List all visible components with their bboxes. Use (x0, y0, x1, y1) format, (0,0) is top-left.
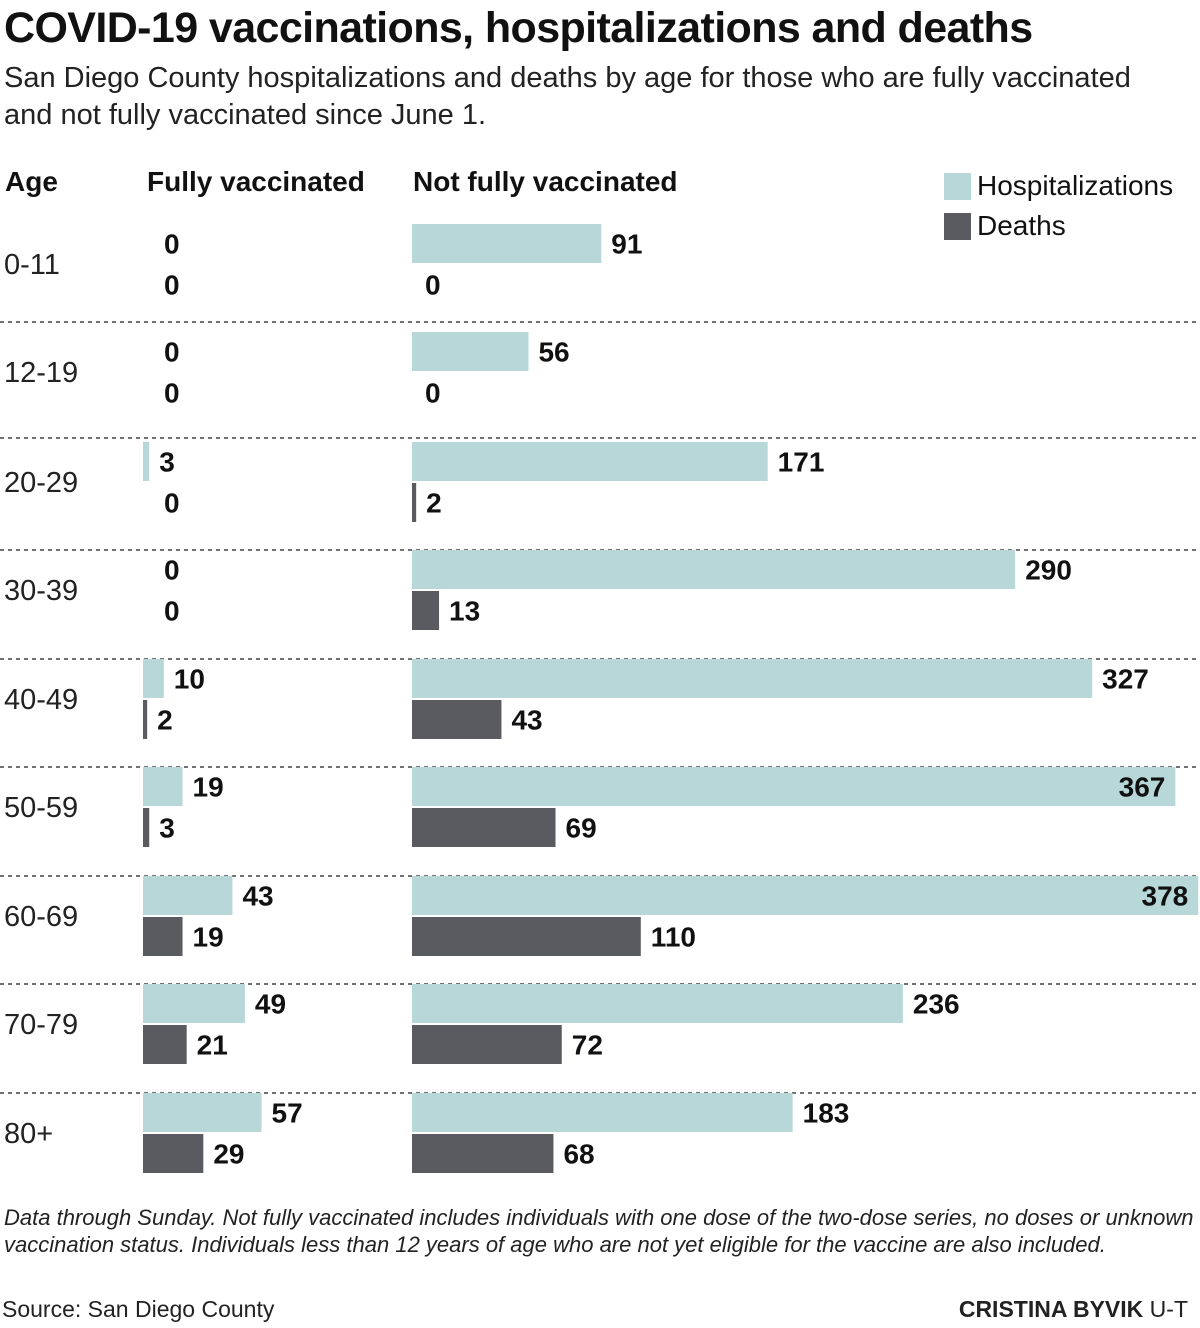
age-label: 80+ (4, 1118, 53, 1150)
not-vaccinated-hospitalizations-bar (412, 1093, 793, 1132)
vaccinated-deaths-bar (143, 808, 150, 847)
vaccinated-deaths-label: 0 (164, 270, 180, 301)
vaccinated-deaths-label: 21 (197, 1030, 228, 1061)
legend-swatch-hospitalizations (944, 172, 971, 200)
not-vaccinated-deaths-label: 0 (425, 378, 441, 409)
not-vaccinated-hospitalizations-label: 378 (1142, 881, 1189, 912)
age-label: 12-19 (4, 357, 78, 389)
not-vaccinated-deaths-bar (412, 700, 502, 739)
vaccinated-hospitalizations-label: 0 (164, 555, 180, 586)
not-vaccinated-column-header: Not fully vaccinated (413, 166, 678, 197)
vaccinated-hospitalizations-label: 0 (164, 229, 180, 260)
not-vaccinated-deaths-bar (412, 483, 417, 522)
not-vaccinated-hospitalizations-label: 56 (538, 337, 569, 368)
not-vaccinated-hospitalizations-bar (412, 550, 1016, 589)
age-label: 20-29 (4, 467, 78, 499)
not-vaccinated-deaths-label: 13 (449, 596, 480, 627)
vaccinated-hospitalizations-bar (143, 876, 233, 915)
credit-author: CRISTINA BYVIK (958, 1296, 1144, 1322)
legend-item-deaths: Deaths (944, 206, 1173, 246)
legend-swatch-deaths (944, 212, 971, 240)
age-column-header: Age (5, 166, 58, 197)
vaccinated-hospitalizations-label: 10 (174, 664, 205, 695)
not-vaccinated-hospitalizations-label: 327 (1102, 664, 1149, 695)
vaccinated-hospitalizations-label: 3 (159, 447, 175, 478)
not-vaccinated-deaths-label: 72 (572, 1030, 603, 1061)
vaccinated-deaths-label: 29 (213, 1139, 244, 1170)
vaccinated-hospitalizations-bar (143, 767, 183, 806)
not-vaccinated-deaths-bar (412, 591, 440, 630)
not-vaccinated-hospitalizations-label: 183 (803, 1098, 850, 1129)
vaccinated-hospitalizations-label: 0 (164, 337, 180, 368)
vaccinated-deaths-label: 0 (164, 378, 180, 409)
vaccinated-hospitalizations-label: 57 (272, 1098, 303, 1129)
vaccinated-deaths-label: 3 (159, 813, 175, 844)
not-vaccinated-hospitalizations-bar (412, 876, 1199, 915)
not-vaccinated-hospitalizations-label: 367 (1119, 772, 1166, 803)
vaccinated-deaths-label: 2 (157, 705, 173, 736)
not-vaccinated-hospitalizations-bar (412, 984, 903, 1023)
not-vaccinated-hospitalizations-label: 290 (1025, 555, 1072, 586)
not-vaccinated-hospitalizations-bar (412, 659, 1093, 698)
not-vaccinated-hospitalizations-label: 91 (611, 229, 642, 260)
age-label: 70-79 (4, 1009, 78, 1041)
not-vaccinated-hospitalizations-label: 236 (913, 989, 960, 1020)
vaccinated-hospitalizations-bar (143, 984, 245, 1023)
not-vaccinated-deaths-label: 68 (563, 1139, 594, 1170)
vaccinated-deaths-bar (143, 1025, 187, 1064)
vaccinated-column-header: Fully vaccinated (147, 166, 365, 197)
credit-org: U-T (1149, 1296, 1188, 1322)
legend-label-hospitalizations: Hospitalizations (977, 170, 1174, 201)
legend-label-deaths: Deaths (977, 210, 1066, 241)
vaccinated-deaths-bar (143, 700, 148, 739)
source-line: Source: San Diego County (2, 1296, 275, 1322)
vaccinated-hospitalizations-bar (143, 442, 150, 481)
vaccinated-hospitalizations-bar (143, 659, 164, 698)
not-vaccinated-deaths-label: 0 (425, 270, 441, 301)
not-vaccinated-deaths-bar (412, 1025, 562, 1064)
not-vaccinated-hospitalizations-bar (412, 224, 602, 263)
vaccinated-deaths-bar (143, 1134, 204, 1173)
legend-item-hospitalizations: Hospitalizations (944, 166, 1173, 206)
chart-subtitle: San Diego County hospitalizations and de… (4, 62, 1131, 131)
age-label: 60-69 (4, 901, 78, 933)
credit-line: CRISTINA BYVIK U-T (959, 1296, 1188, 1323)
age-label: 40-49 (4, 684, 78, 716)
bar-chart: 0-11 0 0 91 0 12-19 0 0 56 0 20-29 3 0 171 2 30-39 0 0 290… (0, 224, 1199, 1173)
vaccinated-hospitalizations-label: 19 (193, 772, 224, 803)
age-label: 50-59 (4, 792, 78, 824)
not-vaccinated-deaths-label: 43 (511, 705, 542, 736)
not-vaccinated-deaths-bar (412, 808, 556, 847)
not-vaccinated-hospitalizations-label: 171 (778, 447, 825, 478)
age-label: 0-11 (4, 249, 60, 281)
vaccinated-hospitalizations-bar (143, 1093, 262, 1132)
vaccinated-hospitalizations-label: 43 (242, 881, 273, 912)
not-vaccinated-deaths-bar (412, 917, 641, 956)
vaccinated-deaths-label: 19 (193, 922, 224, 953)
vaccinated-deaths-label: 0 (164, 596, 180, 627)
not-vaccinated-hospitalizations-bar (412, 442, 768, 481)
legend: Hospitalizations Deaths (944, 166, 1173, 246)
not-vaccinated-hospitalizations-bar (412, 767, 1176, 806)
vaccinated-hospitalizations-label: 49 (255, 989, 286, 1020)
not-vaccinated-deaths-label: 2 (426, 488, 442, 519)
vaccinated-deaths-label: 0 (164, 488, 180, 519)
footnote: Data through Sunday. Not fully vaccinate… (4, 1205, 1194, 1257)
vaccinated-deaths-bar (143, 917, 183, 956)
not-vaccinated-deaths-bar (412, 1134, 554, 1173)
chart-title: COVID-19 vaccinations, hospitalizations … (4, 4, 1033, 52)
not-vaccinated-deaths-label: 69 (566, 813, 597, 844)
not-vaccinated-hospitalizations-bar (412, 332, 529, 371)
not-vaccinated-deaths-label: 110 (651, 922, 696, 953)
age-label: 30-39 (4, 575, 78, 607)
